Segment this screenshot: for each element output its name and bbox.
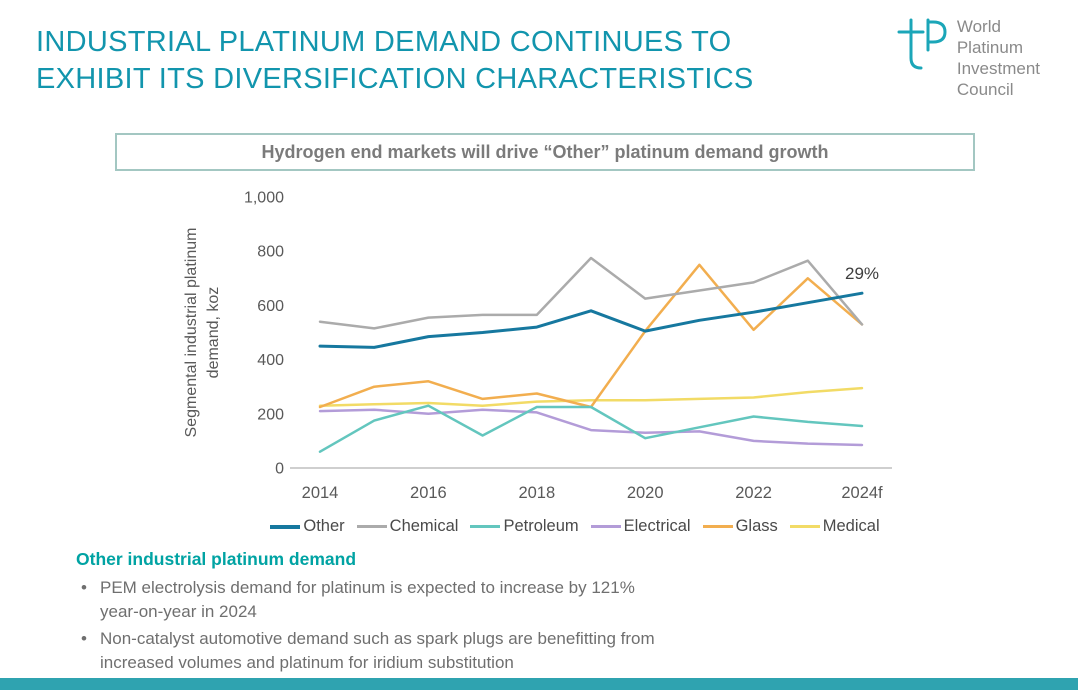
logo-line: World (956, 17, 1001, 36)
wpic-logo: World Platinum Investment Council (895, 16, 1040, 100)
bottom-accent-bar (0, 678, 1078, 690)
chart-legend: Other Chemical Petroleum Electrical Glass Med… (170, 517, 980, 536)
logo-line: Platinum (956, 38, 1023, 57)
legend-swatch (270, 524, 301, 529)
legend-swatch (702, 525, 733, 528)
svg-text:800: 800 (257, 244, 284, 261)
legend-swatch (356, 525, 387, 528)
wpic-logo-icon (895, 16, 947, 79)
svg-text:Segmental industrial platinum: Segmental industrial platinum (183, 228, 200, 438)
svg-text:600: 600 (257, 298, 284, 315)
note-bullet: PEM electrolysis demand for platinum is … (76, 576, 661, 624)
annotation-29pct: 29% (845, 264, 879, 283)
logo-line: Investment (956, 59, 1040, 78)
legend-swatch (789, 525, 820, 528)
svg-text:demand, koz: demand, koz (205, 287, 222, 379)
legend-swatch (590, 525, 621, 528)
svg-text:400: 400 (257, 352, 284, 369)
svg-text:1,000: 1,000 (244, 190, 284, 207)
svg-text:2018: 2018 (518, 484, 555, 502)
legend-item-medical: Medical (789, 517, 880, 536)
series-line-other (318, 291, 864, 349)
legend-item-chemical: Chemical (356, 517, 459, 536)
legend-item-electrical: Electrical (590, 517, 691, 536)
wpic-logo-text: World Platinum Investment Council (957, 16, 1040, 100)
page-title: INDUSTRIAL PLATINUM DEMAND CONTINUES TO … (36, 24, 754, 98)
svg-text:2020: 2020 (627, 484, 664, 502)
svg-text:200: 200 (257, 406, 284, 423)
svg-text:2024f: 2024f (841, 484, 883, 502)
series-line-petroleum (318, 404, 864, 453)
notes-heading: Other industrial platinum demand (76, 549, 357, 569)
legend-label: Other (303, 517, 345, 535)
demand-chart: Segmental industrial platinum demand, koz… (183, 190, 892, 502)
legend-item-petroleum: Petroleum (470, 517, 579, 536)
svg-text:2022: 2022 (735, 484, 772, 502)
svg-text:2016: 2016 (410, 484, 447, 502)
legend-label: Electrical (623, 517, 691, 535)
series-line-glass (318, 263, 864, 409)
series-line-medical (318, 386, 864, 407)
legend-label: Chemical (389, 517, 459, 535)
note-bullet: Non-catalyst automotive demand such as s… (76, 627, 661, 675)
notes-section: Other industrial platinum demand PEM ele… (76, 549, 736, 678)
svg-text:2014: 2014 (302, 484, 339, 502)
legend-item-glass: Glass (702, 517, 778, 536)
legend-label: Glass (735, 517, 778, 535)
logo-line: Council (956, 80, 1014, 99)
legend-item-other: Other (270, 517, 345, 536)
chart-banner-text: Hydrogen end markets will drive “Other” … (261, 141, 829, 162)
notes-list: PEM electrolysis demand for platinum is … (76, 576, 736, 675)
svg-text:0: 0 (275, 461, 284, 478)
series-line-chemical (318, 256, 864, 330)
legend-label: Medical (822, 517, 880, 535)
chart-banner: Hydrogen end markets will drive “Other” … (115, 133, 975, 171)
page-title-line1: INDUSTRIAL PLATINUM DEMAND CONTINUES TO (36, 26, 732, 58)
series-line-electrical (318, 408, 864, 447)
page-title-line2: EXHIBIT ITS DIVERSIFICATION CHARACTERIST… (36, 63, 754, 95)
legend-swatch (470, 525, 501, 528)
legend-label: Petroleum (503, 517, 579, 535)
